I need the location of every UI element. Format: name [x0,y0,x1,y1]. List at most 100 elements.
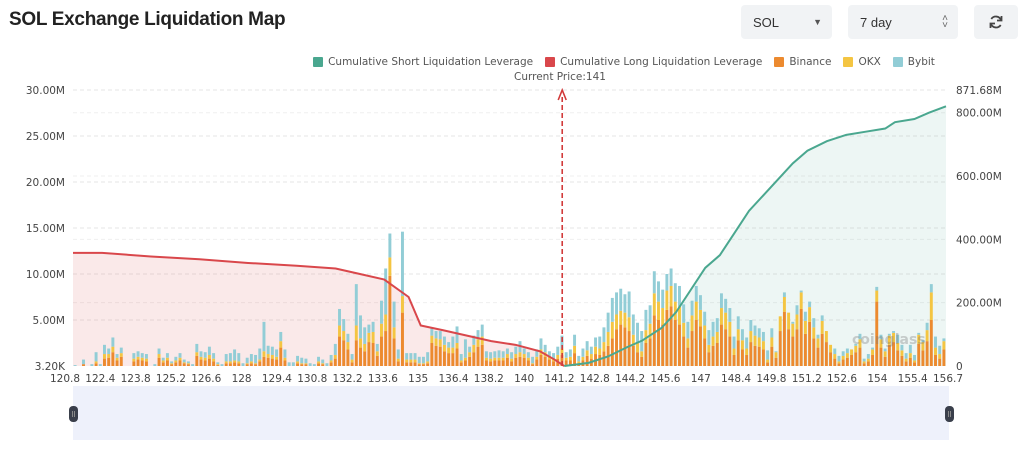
bar-bybit [564,352,568,358]
bar-bybit [438,331,442,340]
bar-okx [640,351,644,357]
bar-bybit [803,311,807,321]
bar-binance [887,344,891,366]
bar-binance [732,354,736,366]
range-slider-left-handle[interactable] [69,406,78,422]
bar-bybit [233,349,237,361]
bar-okx [144,358,148,362]
time-range-select[interactable]: 7 day ˄ ˅ [848,5,958,39]
bar-okx [896,343,900,351]
bar-okx [531,363,535,365]
bar-bybit [770,328,774,338]
bar-binance [682,336,686,366]
bar-bybit [442,336,446,345]
bar-bybit [615,292,618,315]
bar-okx [342,331,346,341]
bar-bybit [627,291,631,318]
bar-okx [560,348,564,355]
legend-swatch [545,57,556,67]
bar-okx [430,335,434,343]
bar-bybit [547,351,551,357]
bar-okx [657,301,660,320]
bar-bybit [258,348,262,360]
bar-okx [245,363,249,365]
bar-binance [484,360,488,366]
bar-okx [275,356,279,360]
left-axis-tick: 15.00M [26,223,65,235]
x-axis-tick: 140 [514,373,534,385]
bar-okx [161,360,165,363]
bar-binance [627,331,631,366]
bar-okx [749,331,753,343]
bar-binance [346,349,350,366]
legend-item[interactable]: Bybit [892,56,935,68]
refresh-button[interactable] [974,5,1018,39]
bar-okx [405,359,409,363]
coin-select[interactable]: SOL ▼ [741,5,832,39]
x-axis-tick: 136.4 [438,373,468,385]
bar-binance [871,354,875,366]
bar-bybit [728,308,732,322]
bar-bybit [942,338,946,342]
bar-bybit [929,284,933,293]
bar-okx [157,354,161,358]
bar-binance [808,321,812,366]
legend-item[interactable]: OKX [843,56,881,68]
bar-binance [472,352,476,366]
bar-bybit [606,312,610,332]
bar-binance [505,357,509,366]
legend-item[interactable]: Cumulative Long Liquidation Leverage [545,56,762,68]
bar-okx [715,331,719,343]
range-slider-track[interactable] [73,386,949,440]
bar-okx [203,357,207,361]
bar-binance [165,360,169,366]
bar-bybit [875,286,879,291]
bar-okx [228,361,232,364]
range-slider-right-handle[interactable] [945,406,954,422]
bar-okx [887,335,891,345]
bar-bybit [514,346,518,355]
bar-binance [803,333,807,366]
bar-binance [203,360,207,366]
bar-bybit [887,333,891,336]
bar-okx [652,293,656,316]
bar-okx [615,314,618,330]
bar-okx [665,290,669,310]
bar-bybit [871,347,875,350]
time-range-select-value: 7 day [860,14,892,30]
bar-bybit [560,335,564,349]
bar-binance [468,356,472,366]
bar-bybit [925,322,929,331]
bar-okx [426,361,430,364]
bar-okx [354,325,358,341]
bar-okx [459,360,463,363]
right-axis-tick: 800.00M [956,108,1002,120]
bar-binance [615,329,618,366]
bar-bybit [934,336,937,348]
bar-okx [871,349,875,355]
bar-okx [107,354,111,358]
bar-bybit [795,305,799,315]
bar-bybit [900,344,904,351]
bar-binance [94,363,98,366]
bar-okx [850,349,854,355]
bar-okx [841,355,845,360]
bar-bybit [833,348,837,355]
bar-okx [736,329,740,341]
bar-okx [346,342,350,350]
bar-bybit [434,331,438,339]
bar-bybit [766,350,770,360]
bar-bybit [405,353,409,360]
legend-item[interactable]: Cumulative Short Liquidation Leverage [313,56,533,68]
page-title: SOL Exchange Liquidation Map [9,9,286,30]
bar-binance [900,355,904,366]
x-axis-tick: 156.7 [933,373,963,385]
legend-item[interactable]: Binance [774,56,831,68]
bar-okx [489,358,493,362]
bar-bybit [350,354,354,360]
bar-okx [505,354,509,358]
bar-binance [329,362,333,366]
bar-binance [304,364,308,366]
bar-bybit [644,309,648,331]
x-axis-tick: 132.2 [333,373,363,385]
